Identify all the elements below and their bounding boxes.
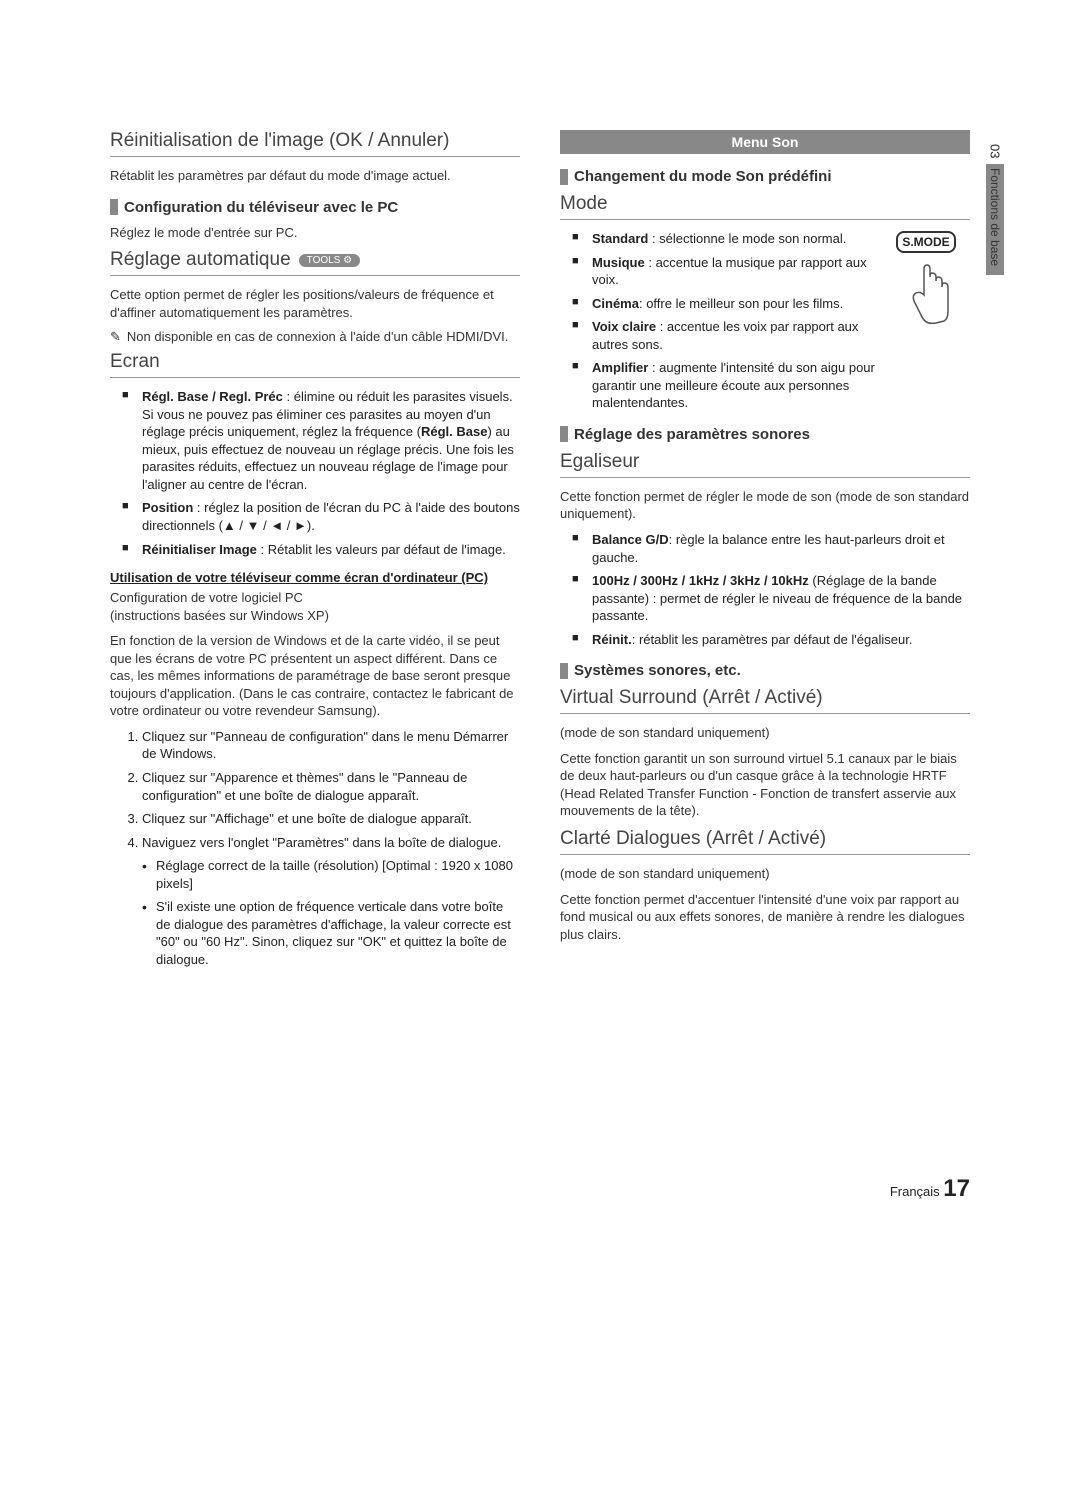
remote-smode-button: S.MODE xyxy=(896,231,955,253)
heading-virtual-surround: Virtual Surround (Arrêt / Activé) xyxy=(560,687,970,714)
mode-item-bold: Musique xyxy=(592,255,645,270)
heading-bar-icon xyxy=(560,169,568,185)
page-footer: Français 17 xyxy=(110,1175,970,1203)
tools-pill: TOOLS ⚙ xyxy=(299,254,360,267)
heading-config-pc: Configuration du téléviseur avec le PC xyxy=(110,199,520,216)
manual-page: 03 Fonctions de base Réinitialisation de… xyxy=(0,0,1080,1263)
ecran-item-bold: Réinitialiser Image xyxy=(142,542,257,557)
note-hdmi: ✎ Non disponible en cas de connexion à l… xyxy=(110,329,520,345)
heading-reglage-auto: Réglage automatique TOOLS ⚙ xyxy=(110,249,520,276)
ecran-item-bold: Position xyxy=(142,500,193,515)
heading-reglage-auto-text: Réglage automatique xyxy=(110,249,291,271)
heading-reglage-param-text: Réglage des paramètres sonores xyxy=(574,426,810,443)
ecran-item-bold2: Régl. Base xyxy=(421,424,487,439)
mode-item: Voix claire : accentue les voix par rapp… xyxy=(578,318,880,353)
heading-mode: Mode xyxy=(560,193,970,220)
heading-ecran: Ecran xyxy=(110,351,520,378)
step-item: Cliquez sur "Affichage" et une boîte de … xyxy=(142,810,520,828)
ecran-item: Réinitialiser Image : Rétablit les valeu… xyxy=(128,541,520,559)
text-egaliseur: Cette fonction permet de régler le mode … xyxy=(560,488,970,523)
mode-item-text: : sélectionne le mode son normal. xyxy=(648,231,846,246)
note-icon: ✎ xyxy=(110,329,121,345)
mode-item: Amplifier : augmente l'intensité du son … xyxy=(578,359,880,412)
mode-item-bold: Standard xyxy=(592,231,648,246)
note-hdmi-text: Non disponible en cas de connexion à l'a… xyxy=(127,329,508,345)
heading-config-pc-text: Configuration du téléviseur avec le PC xyxy=(124,199,398,216)
step-item: Cliquez sur "Apparence et thèmes" dans l… xyxy=(142,769,520,804)
side-tab: 03 Fonctions de base xyxy=(986,140,1004,275)
hand-icon xyxy=(882,257,970,332)
dots-list: Réglage correct de la taille (résolution… xyxy=(110,857,520,968)
ecran-list: Régl. Base / Regl. Préc : élimine ou réd… xyxy=(110,388,520,558)
heading-systemes: Systèmes sonores, etc. xyxy=(560,662,970,679)
egal-item-bold: 100Hz / 300Hz / 1kHz / 3kHz / 10kHz xyxy=(592,573,809,588)
heading-changement-son: Changement du mode Son prédéfini xyxy=(560,168,970,185)
step-item: Naviguez vers l'onglet "Paramètres" dans… xyxy=(142,834,520,852)
step-item: Cliquez sur "Panneau de configuration" d… xyxy=(142,728,520,763)
heading-clarte-dialogues: Clarté Dialogues (Arrêt / Activé) xyxy=(560,828,970,855)
egal-item-text: : rétablit les paramètres par défaut de … xyxy=(632,632,913,647)
mode-item: Standard : sélectionne le mode son norma… xyxy=(578,230,880,248)
text-virtual1: (mode de son standard uniquement) xyxy=(560,724,970,742)
egal-item-bold: Balance G/D xyxy=(592,532,669,547)
remote-illustration: S.MODE xyxy=(882,231,970,332)
heading-bar-icon xyxy=(110,199,118,215)
menu-son-banner: Menu Son xyxy=(560,130,970,154)
chapter-label: Fonctions de base xyxy=(988,168,1002,266)
egal-item: 100Hz / 300Hz / 1kHz / 3kHz / 10kHz (Rég… xyxy=(578,572,970,625)
mode-item-bold: Cinéma xyxy=(592,296,639,311)
text-clarte1: (mode de son standard uniquement) xyxy=(560,865,970,883)
tools-pill-label: TOOLS xyxy=(307,255,341,266)
ecran-item-text: : Rétablit les valeurs par défaut de l'i… xyxy=(257,542,506,557)
ecran-item-text: : réglez la position de l'écran du PC à … xyxy=(142,500,520,533)
mode-item: Cinéma: offre le meilleur son pour les f… xyxy=(578,295,880,313)
heading-bar-icon xyxy=(560,426,568,442)
mode-item-bold: Voix claire xyxy=(592,319,656,334)
ecran-item: Régl. Base / Regl. Préc : élimine ou réd… xyxy=(128,388,520,493)
mode-item-bold: Amplifier xyxy=(592,360,648,375)
ecran-item-bold: Régl. Base / Regl. Préc xyxy=(142,389,283,404)
footer-page-number: 17 xyxy=(943,1175,970,1202)
footer-lang: Français xyxy=(890,1184,940,1199)
mode-item-text: : offre le meilleur son pour les films. xyxy=(639,296,843,311)
heading-util-pc: Utilisation de votre téléviseur comme éc… xyxy=(110,570,520,585)
dot-item: S'il existe une option de fréquence vert… xyxy=(142,898,520,968)
side-tab-highlight: Fonctions de base xyxy=(986,164,1004,274)
right-column: Menu Son Changement du mode Son prédéfin… xyxy=(560,130,970,975)
text-util2: (instructions basées sur Windows XP) xyxy=(110,607,520,625)
text-virtual2: Cette fonction garantit un son surround … xyxy=(560,750,970,820)
egal-item-bold: Réinit. xyxy=(592,632,632,647)
chapter-number: 03 xyxy=(988,140,1003,164)
text-reglage-auto: Cette option permet de régler les positi… xyxy=(110,286,520,321)
text-config-pc: Réglez le mode d'entrée sur PC. xyxy=(110,224,520,242)
egal-item: Balance G/D: règle la balance entre les … xyxy=(578,531,970,566)
heading-bar-icon xyxy=(560,663,568,679)
ecran-item: Position : réglez la position de l'écran… xyxy=(128,499,520,534)
text-reinit-desc: Rétablit les paramètres par défaut du mo… xyxy=(110,167,520,185)
heading-reglage-param: Réglage des paramètres sonores xyxy=(560,426,970,443)
text-util1: Configuration de votre logiciel PC xyxy=(110,589,520,607)
text-util3: En fonction de la version de Windows et … xyxy=(110,632,520,720)
heading-egaliseur: Egaliseur xyxy=(560,451,970,478)
heading-systemes-text: Systèmes sonores, etc. xyxy=(574,662,741,679)
mode-item: Musique : accentue la musique par rappor… xyxy=(578,254,880,289)
left-column: Réinitialisation de l'image (OK / Annule… xyxy=(110,130,520,975)
heading-reinit-image: Réinitialisation de l'image (OK / Annule… xyxy=(110,130,520,157)
steps-list: Cliquez sur "Panneau de configuration" d… xyxy=(110,728,520,851)
egaliseur-list: Balance G/D: règle la balance entre les … xyxy=(560,531,970,648)
egal-item: Réinit.: rétablit les paramètres par déf… xyxy=(578,631,970,649)
dot-item: Réglage correct de la taille (résolution… xyxy=(142,857,520,892)
heading-changement-son-text: Changement du mode Son prédéfini xyxy=(574,168,832,185)
text-clarte2: Cette fonction permet d'accentuer l'inte… xyxy=(560,891,970,944)
